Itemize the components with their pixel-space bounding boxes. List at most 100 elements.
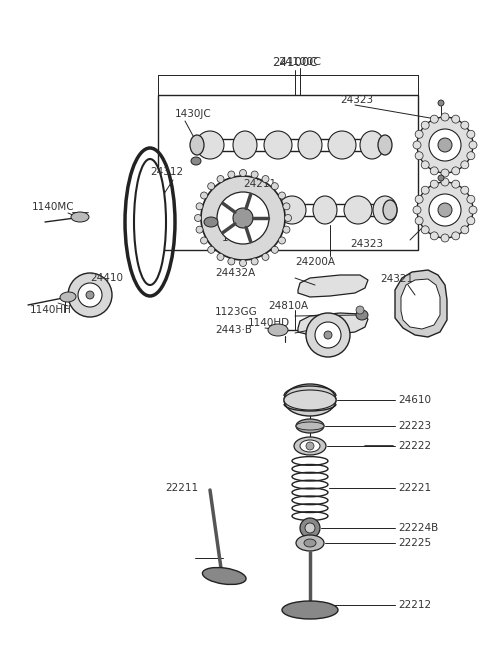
Ellipse shape — [208, 183, 215, 190]
Ellipse shape — [233, 131, 257, 159]
Text: 1430JC: 1430JC — [175, 109, 212, 119]
Text: 24312: 24312 — [150, 167, 183, 177]
Text: 1123GG: 1123GG — [215, 307, 258, 317]
Ellipse shape — [438, 138, 452, 152]
Text: 24321: 24321 — [380, 274, 413, 284]
Ellipse shape — [134, 159, 166, 285]
Ellipse shape — [415, 130, 423, 138]
Ellipse shape — [313, 196, 337, 224]
Ellipse shape — [452, 232, 460, 240]
Ellipse shape — [421, 226, 429, 234]
Ellipse shape — [228, 171, 235, 178]
Ellipse shape — [430, 115, 438, 123]
Ellipse shape — [284, 384, 336, 416]
Ellipse shape — [430, 232, 438, 240]
Ellipse shape — [191, 157, 201, 165]
Ellipse shape — [328, 131, 356, 159]
Ellipse shape — [356, 310, 368, 320]
Ellipse shape — [262, 254, 269, 260]
Text: 1140HD: 1140HD — [248, 318, 290, 328]
Ellipse shape — [300, 440, 320, 452]
Ellipse shape — [438, 203, 452, 217]
Text: 1430JB: 1430JB — [222, 233, 259, 243]
Ellipse shape — [461, 161, 469, 169]
Ellipse shape — [233, 208, 253, 228]
Ellipse shape — [262, 175, 269, 183]
Ellipse shape — [467, 152, 475, 160]
Ellipse shape — [201, 176, 285, 260]
Text: 22221: 22221 — [398, 483, 431, 493]
Ellipse shape — [278, 192, 286, 199]
Ellipse shape — [324, 331, 332, 339]
Ellipse shape — [417, 182, 473, 238]
Ellipse shape — [298, 131, 322, 159]
Ellipse shape — [438, 175, 444, 181]
Ellipse shape — [452, 115, 460, 123]
Ellipse shape — [196, 203, 203, 210]
Ellipse shape — [294, 437, 326, 455]
Ellipse shape — [344, 196, 372, 224]
Ellipse shape — [383, 200, 397, 220]
Ellipse shape — [283, 226, 290, 233]
Ellipse shape — [283, 203, 290, 210]
Ellipse shape — [196, 226, 203, 233]
Text: 1140MC: 1140MC — [32, 202, 74, 212]
Ellipse shape — [205, 200, 219, 220]
Ellipse shape — [429, 194, 461, 226]
Text: 24211: 24211 — [243, 179, 276, 189]
Ellipse shape — [461, 226, 469, 234]
Ellipse shape — [271, 183, 278, 190]
Ellipse shape — [467, 217, 475, 225]
Text: 24323: 24323 — [340, 95, 373, 105]
Ellipse shape — [78, 283, 102, 307]
Ellipse shape — [441, 234, 449, 242]
Ellipse shape — [415, 152, 423, 160]
Ellipse shape — [315, 322, 341, 348]
Ellipse shape — [373, 196, 397, 224]
Ellipse shape — [296, 422, 324, 430]
Ellipse shape — [413, 141, 421, 149]
Text: 24610: 24610 — [398, 395, 431, 405]
Text: 22212: 22212 — [398, 600, 431, 610]
Ellipse shape — [467, 195, 475, 203]
Ellipse shape — [217, 175, 224, 183]
Ellipse shape — [430, 180, 438, 188]
Ellipse shape — [203, 568, 246, 585]
Ellipse shape — [452, 180, 460, 188]
Ellipse shape — [228, 258, 235, 265]
Ellipse shape — [190, 135, 204, 155]
Ellipse shape — [60, 292, 76, 302]
Ellipse shape — [461, 186, 469, 194]
Ellipse shape — [211, 196, 239, 224]
Ellipse shape — [378, 135, 392, 155]
Ellipse shape — [441, 113, 449, 121]
Ellipse shape — [421, 186, 429, 194]
Ellipse shape — [469, 141, 477, 149]
Ellipse shape — [469, 206, 477, 214]
Ellipse shape — [251, 171, 258, 178]
Polygon shape — [298, 275, 368, 297]
Text: 24410: 24410 — [90, 273, 123, 283]
Text: 24323: 24323 — [350, 239, 383, 249]
Text: 24100C: 24100C — [278, 57, 322, 67]
Ellipse shape — [441, 178, 449, 186]
Ellipse shape — [217, 192, 269, 244]
Ellipse shape — [306, 442, 314, 450]
Text: 24810A: 24810A — [268, 301, 308, 311]
Bar — [158, 95, 418, 250]
Ellipse shape — [452, 167, 460, 175]
Ellipse shape — [305, 523, 315, 533]
Ellipse shape — [251, 258, 258, 265]
Ellipse shape — [413, 206, 421, 214]
Ellipse shape — [356, 306, 364, 314]
Text: 2443·B: 2443·B — [215, 325, 252, 335]
Ellipse shape — [467, 130, 475, 138]
Ellipse shape — [201, 192, 207, 199]
Ellipse shape — [240, 170, 247, 177]
Ellipse shape — [306, 313, 350, 357]
Ellipse shape — [438, 100, 444, 106]
Ellipse shape — [278, 196, 306, 224]
Polygon shape — [298, 313, 368, 335]
Ellipse shape — [282, 601, 338, 619]
Ellipse shape — [296, 535, 324, 551]
